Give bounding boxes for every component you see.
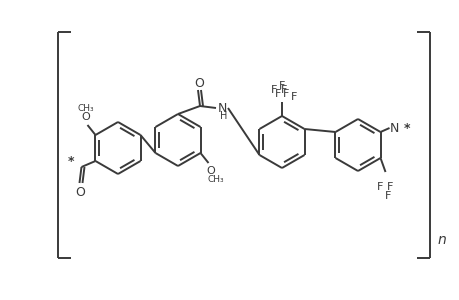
Text: F: F [386,182,393,192]
Text: CH₃: CH₃ [77,103,94,112]
Text: F: F [270,85,277,95]
Text: n: n [437,233,445,247]
Text: CH₃: CH₃ [207,176,224,184]
Text: F: F [274,89,280,99]
Text: F: F [385,191,391,201]
Text: O: O [75,185,85,199]
Text: F: F [278,81,285,91]
Text: F: F [290,92,297,102]
Text: O: O [206,166,214,176]
Text: F: F [376,182,383,192]
Text: N: N [389,122,398,134]
Text: *: * [68,154,74,167]
Text: F: F [280,85,286,95]
Text: N: N [217,101,226,115]
Text: H: H [220,111,227,121]
Text: F: F [282,89,289,99]
Text: *: * [403,122,409,134]
Text: O: O [81,112,90,122]
Text: O: O [194,76,203,89]
